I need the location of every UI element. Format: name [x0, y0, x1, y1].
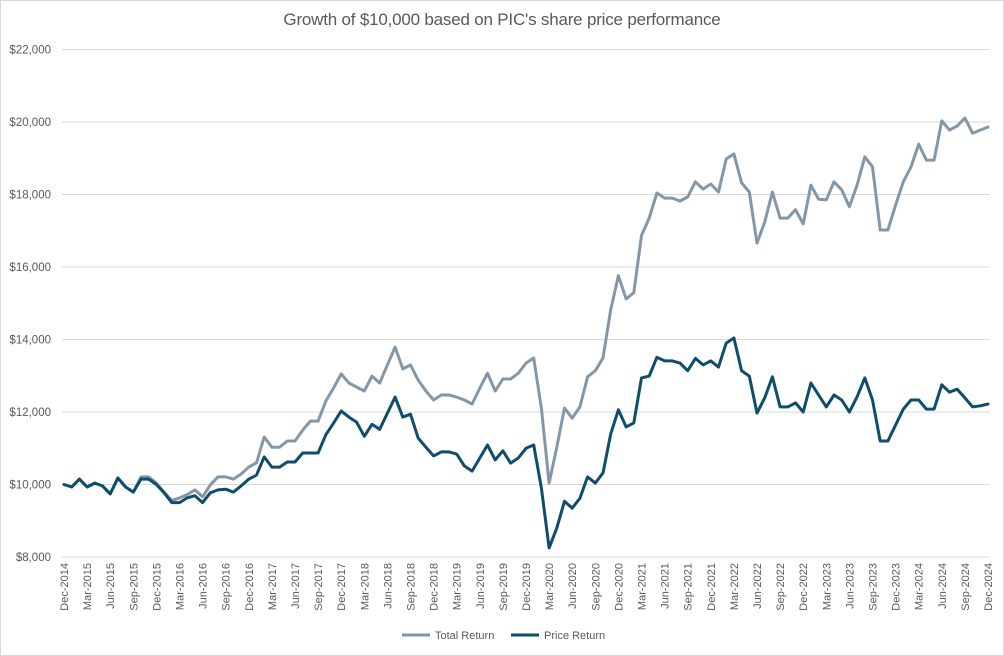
x-tick-label: Mar-2021 [637, 563, 649, 610]
chart-title: Growth of $10,000 based on PIC's share p… [283, 10, 721, 29]
x-tick-label: Mar-2019 [452, 563, 464, 610]
x-tick-label: Dec-2014 [59, 563, 71, 611]
x-tick-label: Mar-2024 [914, 563, 926, 610]
x-tick-label: Mar-2023 [821, 563, 833, 610]
legend: Total Return Price Return [402, 630, 605, 642]
x-tick-label: Dec-2022 [798, 563, 810, 611]
x-tick-label: Sep-2019 [498, 563, 510, 611]
x-tick-label: Mar-2015 [82, 563, 94, 610]
x-tick-label: Jun-2017 [290, 563, 302, 609]
y-tick-label: $10,000 [9, 480, 51, 492]
y-tick-label: $12,000 [9, 407, 51, 419]
legend-item: Total Return [402, 630, 494, 642]
x-tick-label: Sep-2020 [590, 563, 602, 611]
series-line-price-return [62, 336, 990, 550]
x-tick-label: Sep-2017 [313, 563, 325, 611]
x-tick-label: Sep-2015 [128, 563, 140, 611]
x-tick-label: Mar-2016 [175, 563, 187, 610]
y-tick-label: $14,000 [9, 335, 51, 347]
x-tick-label: Jun-2016 [198, 563, 210, 609]
y-axis-tick-labels: $8,000 $10,000 $12,000 $14,000 $16,000 $18,00… [9, 45, 51, 565]
x-tick-label: Mar-2020 [544, 563, 556, 610]
legend-label: Total Return [435, 630, 494, 642]
x-tick-label: Dec-2021 [706, 563, 718, 611]
x-tick-label: Dec-2017 [336, 563, 348, 611]
y-tick-label: $20,000 [9, 117, 51, 129]
y-tick-label: $8,000 [16, 552, 51, 564]
x-tick-label: Jun-2015 [105, 563, 117, 609]
x-tick-label: Dec-2016 [244, 563, 256, 611]
x-tick-label: Jun-2018 [382, 563, 394, 609]
y-tick-label: $22,000 [9, 45, 51, 57]
x-tick-label: Sep-2021 [683, 563, 695, 611]
x-tick-label: Dec-2023 [891, 563, 903, 611]
x-tick-label: Sep-2023 [868, 563, 880, 611]
x-tick-label: Mar-2018 [359, 563, 371, 610]
series-line-total-return [62, 116, 990, 502]
x-tick-label: Dec-2024 [983, 563, 995, 611]
x-tick-label: Jun-2021 [660, 563, 672, 609]
x-tick-label: Jun-2022 [752, 563, 764, 609]
x-tick-label: Sep-2024 [960, 563, 972, 611]
x-tick-label: Sep-2016 [221, 563, 233, 611]
x-tick-label: Dec-2019 [521, 563, 533, 611]
x-axis-tick-labels: Dec-2014 Mar-2015 Jun-2015 Sep-2015 Dec-2015… [59, 563, 995, 611]
x-tick-label: Jun-2023 [844, 563, 856, 609]
gridlines [62, 49, 990, 558]
series-lines [62, 116, 990, 550]
x-tick-label: Sep-2022 [775, 563, 787, 611]
x-tick-label: Dec-2018 [429, 563, 441, 611]
x-tick-label: Dec-2020 [613, 563, 625, 611]
x-tick-label: Jun-2019 [475, 563, 487, 609]
x-tick-label: Mar-2017 [267, 563, 279, 610]
x-tick-label: Dec-2015 [151, 563, 163, 611]
y-tick-label: $16,000 [9, 262, 51, 274]
legend-label: Price Return [544, 630, 605, 642]
legend-item: Price Return [511, 630, 605, 642]
x-tick-label: Sep-2018 [406, 563, 418, 611]
x-tick-label: Jun-2020 [567, 563, 579, 609]
x-tick-label: Mar-2022 [729, 563, 741, 610]
y-tick-label: $18,000 [9, 190, 51, 202]
x-tick-label: Jun-2024 [937, 563, 949, 609]
